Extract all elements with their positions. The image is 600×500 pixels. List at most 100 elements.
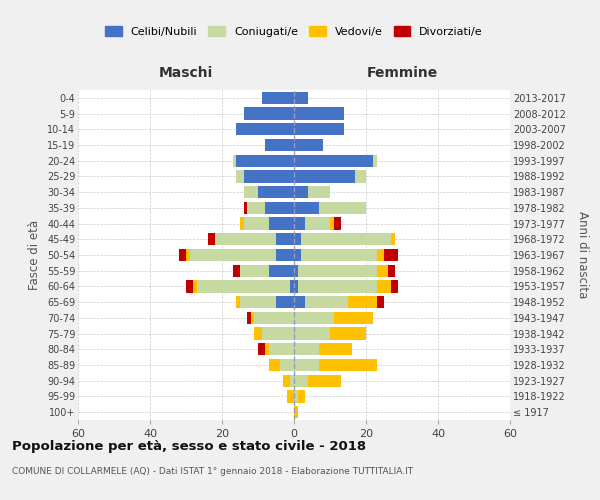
Bar xyxy=(190,249,276,261)
Bar xyxy=(247,312,251,324)
Bar xyxy=(294,92,308,104)
Bar xyxy=(233,264,240,277)
Bar xyxy=(244,202,247,214)
Y-axis label: Fasce di età: Fasce di età xyxy=(28,220,41,290)
Bar xyxy=(254,312,294,324)
Bar xyxy=(305,296,348,308)
Y-axis label: Anni di nascita: Anni di nascita xyxy=(576,212,589,298)
Bar xyxy=(294,296,305,308)
Bar xyxy=(294,108,344,120)
Bar xyxy=(294,154,373,167)
Bar xyxy=(298,280,377,292)
Bar xyxy=(294,328,330,340)
Bar xyxy=(262,92,294,104)
Bar xyxy=(247,202,265,214)
Bar xyxy=(377,296,384,308)
Bar xyxy=(283,374,290,387)
Bar xyxy=(290,374,294,387)
Bar xyxy=(294,374,308,387)
Bar xyxy=(294,312,334,324)
Bar xyxy=(240,218,244,230)
Bar xyxy=(233,154,236,167)
Bar xyxy=(215,233,276,245)
Bar xyxy=(294,343,319,355)
Bar xyxy=(294,139,323,151)
Text: COMUNE DI COLLARMELE (AQ) - Dati ISTAT 1° gennaio 2018 - Elaborazione TUTTITALIA: COMUNE DI COLLARMELE (AQ) - Dati ISTAT 1… xyxy=(12,468,413,476)
Bar xyxy=(294,359,319,371)
Bar xyxy=(294,406,298,418)
Bar xyxy=(294,264,298,277)
Bar xyxy=(294,280,298,292)
Bar xyxy=(377,264,388,277)
Bar xyxy=(348,296,377,308)
Bar xyxy=(240,296,276,308)
Bar xyxy=(265,202,294,214)
Bar xyxy=(294,390,298,402)
Bar xyxy=(258,343,265,355)
Bar xyxy=(236,296,240,308)
Bar xyxy=(265,343,269,355)
Bar xyxy=(244,186,258,198)
Bar xyxy=(269,359,280,371)
Bar xyxy=(298,390,305,402)
Bar xyxy=(391,280,398,292)
Bar xyxy=(276,233,294,245)
Bar xyxy=(334,312,373,324)
Bar xyxy=(208,233,215,245)
Bar xyxy=(179,249,186,261)
Bar xyxy=(258,186,294,198)
Bar xyxy=(294,170,355,182)
Bar xyxy=(262,328,294,340)
Bar xyxy=(294,233,301,245)
Bar xyxy=(294,123,344,136)
Bar xyxy=(330,328,366,340)
Bar xyxy=(319,343,352,355)
Bar xyxy=(298,264,377,277)
Bar xyxy=(294,202,319,214)
Bar xyxy=(330,218,334,230)
Bar xyxy=(308,186,330,198)
Bar xyxy=(276,296,294,308)
Bar xyxy=(244,170,294,182)
Bar xyxy=(236,154,294,167)
Bar xyxy=(294,186,308,198)
Text: Femmine: Femmine xyxy=(367,66,437,80)
Bar xyxy=(280,359,294,371)
Bar xyxy=(269,343,294,355)
Bar xyxy=(301,249,377,261)
Text: Maschi: Maschi xyxy=(159,66,213,80)
Bar xyxy=(334,218,341,230)
Bar xyxy=(197,280,290,292)
Bar xyxy=(373,154,377,167)
Bar xyxy=(265,139,294,151)
Bar xyxy=(186,249,190,261)
Text: Popolazione per età, sesso e stato civile - 2018: Popolazione per età, sesso e stato civil… xyxy=(12,440,366,453)
Bar xyxy=(377,280,391,292)
Bar xyxy=(236,170,244,182)
Legend: Celibi/Nubili, Coniugati/e, Vedovi/e, Divorziati/e: Celibi/Nubili, Coniugati/e, Vedovi/e, Di… xyxy=(102,23,486,40)
Bar xyxy=(186,280,193,292)
Bar xyxy=(391,233,395,245)
Bar xyxy=(193,280,197,292)
Bar xyxy=(244,108,294,120)
Bar xyxy=(276,249,294,261)
Bar xyxy=(244,218,269,230)
Bar xyxy=(384,249,398,261)
Bar xyxy=(388,264,395,277)
Bar xyxy=(294,218,305,230)
Bar xyxy=(377,249,384,261)
Bar xyxy=(290,280,294,292)
Bar xyxy=(236,123,294,136)
Bar xyxy=(269,264,294,277)
Bar xyxy=(254,328,262,340)
Bar xyxy=(319,202,366,214)
Bar xyxy=(305,218,330,230)
Bar xyxy=(240,264,269,277)
Bar xyxy=(269,218,294,230)
Bar xyxy=(294,249,301,261)
Bar xyxy=(308,374,341,387)
Bar xyxy=(251,312,254,324)
Bar xyxy=(301,233,391,245)
Bar xyxy=(319,359,377,371)
Bar xyxy=(355,170,366,182)
